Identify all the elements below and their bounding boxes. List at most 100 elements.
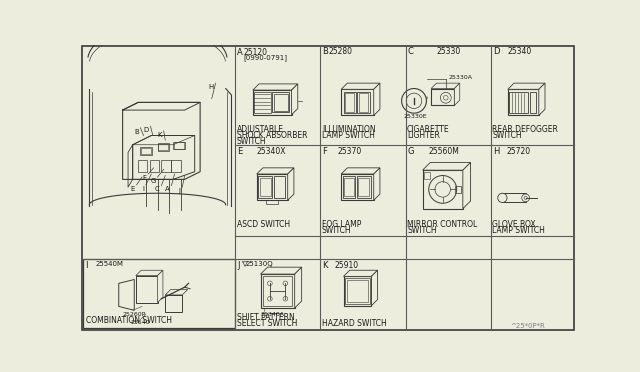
Text: F: F bbox=[143, 175, 147, 181]
Polygon shape bbox=[463, 163, 470, 209]
Text: J: J bbox=[237, 261, 240, 270]
Text: SWITCH: SWITCH bbox=[322, 226, 351, 235]
Text: K: K bbox=[157, 132, 162, 138]
Text: I: I bbox=[84, 261, 87, 270]
Bar bbox=[260, 178, 271, 196]
Bar bbox=[344, 178, 353, 196]
Bar bbox=[161, 160, 171, 172]
Text: C: C bbox=[408, 47, 413, 56]
Bar bbox=[253, 90, 292, 115]
Circle shape bbox=[435, 182, 451, 197]
Text: C: C bbox=[155, 186, 160, 192]
Bar bbox=[173, 142, 184, 150]
Circle shape bbox=[444, 96, 448, 100]
Text: 25540: 25540 bbox=[131, 320, 150, 324]
Circle shape bbox=[283, 281, 288, 286]
Bar bbox=[341, 174, 374, 200]
Bar bbox=[260, 274, 294, 308]
Bar bbox=[83, 260, 235, 328]
Text: H: H bbox=[209, 84, 214, 90]
Polygon shape bbox=[341, 168, 380, 174]
Bar bbox=[136, 276, 157, 302]
Polygon shape bbox=[539, 83, 545, 115]
Text: 25370: 25370 bbox=[337, 147, 362, 156]
Text: SHIFT PATTERN: SHIFT PATTERN bbox=[237, 312, 294, 322]
Polygon shape bbox=[374, 168, 380, 200]
Bar bbox=[257, 174, 288, 200]
Text: 25910: 25910 bbox=[334, 261, 358, 270]
Text: GLOVE BOX: GLOVE BOX bbox=[492, 220, 536, 229]
Bar bbox=[341, 89, 374, 115]
Circle shape bbox=[524, 196, 527, 199]
Bar bbox=[274, 176, 285, 198]
Text: K: K bbox=[323, 261, 328, 270]
Bar bbox=[424, 173, 430, 179]
Circle shape bbox=[406, 93, 422, 109]
Bar bbox=[174, 142, 184, 148]
Bar bbox=[344, 92, 356, 113]
Polygon shape bbox=[374, 83, 380, 115]
Text: I: I bbox=[142, 186, 145, 192]
Text: 25130Q: 25130Q bbox=[245, 261, 273, 267]
Text: [0990-0791]: [0990-0791] bbox=[244, 55, 287, 61]
Bar bbox=[259, 176, 272, 198]
Bar bbox=[172, 160, 180, 172]
Bar bbox=[274, 94, 288, 111]
Text: SWITCH: SWITCH bbox=[407, 226, 436, 235]
Text: REAR DEFOGGER: REAR DEFOGGER bbox=[492, 125, 558, 134]
Text: 25280: 25280 bbox=[329, 47, 353, 56]
Polygon shape bbox=[341, 83, 380, 89]
Bar bbox=[358, 92, 370, 113]
Bar bbox=[508, 89, 539, 115]
Polygon shape bbox=[260, 267, 301, 274]
Polygon shape bbox=[119, 279, 134, 310]
Text: HAZARD SWITCH: HAZARD SWITCH bbox=[322, 319, 387, 328]
Bar bbox=[359, 93, 368, 112]
Bar bbox=[345, 278, 370, 304]
Bar bbox=[358, 178, 369, 196]
Polygon shape bbox=[431, 83, 460, 89]
Polygon shape bbox=[253, 84, 298, 90]
Text: SWITCH: SWITCH bbox=[237, 137, 266, 146]
Text: LIGHTER: LIGHTER bbox=[407, 131, 440, 140]
Circle shape bbox=[268, 281, 272, 286]
Text: E: E bbox=[131, 186, 135, 192]
Text: 25340X: 25340X bbox=[257, 147, 286, 156]
Text: H: H bbox=[493, 147, 499, 156]
Text: G: G bbox=[150, 178, 156, 184]
Bar bbox=[263, 276, 292, 306]
Text: COMBINATION SWITCH: COMBINATION SWITCH bbox=[86, 316, 172, 325]
Polygon shape bbox=[508, 83, 545, 89]
Bar bbox=[344, 276, 371, 306]
Text: 25560M: 25560M bbox=[429, 147, 460, 156]
Bar bbox=[343, 176, 355, 198]
Text: 25330E: 25330E bbox=[403, 114, 427, 119]
Bar bbox=[509, 92, 528, 113]
Bar bbox=[158, 144, 168, 150]
Text: G: G bbox=[408, 147, 414, 156]
Bar bbox=[502, 193, 525, 202]
Bar bbox=[141, 148, 151, 154]
Text: 25120: 25120 bbox=[244, 48, 268, 58]
Bar bbox=[272, 92, 289, 112]
Bar bbox=[157, 143, 169, 151]
Text: A: A bbox=[165, 186, 170, 192]
Circle shape bbox=[402, 89, 426, 113]
Text: 25540M: 25540M bbox=[95, 261, 124, 267]
Circle shape bbox=[522, 194, 529, 202]
Bar bbox=[150, 160, 159, 172]
Text: 25340: 25340 bbox=[508, 47, 532, 56]
Text: SWITCH: SWITCH bbox=[492, 131, 522, 140]
Bar bbox=[253, 92, 271, 113]
Polygon shape bbox=[288, 168, 294, 200]
Bar bbox=[140, 147, 152, 155]
Text: E: E bbox=[237, 147, 243, 156]
Text: B: B bbox=[323, 47, 328, 56]
Polygon shape bbox=[136, 270, 163, 276]
Text: D: D bbox=[493, 47, 500, 56]
Bar bbox=[529, 92, 536, 113]
Polygon shape bbox=[257, 168, 294, 174]
Text: ^25*0P*R: ^25*0P*R bbox=[510, 323, 545, 329]
Text: B: B bbox=[134, 129, 139, 135]
Text: SELECT SWITCH: SELECT SWITCH bbox=[237, 319, 297, 328]
